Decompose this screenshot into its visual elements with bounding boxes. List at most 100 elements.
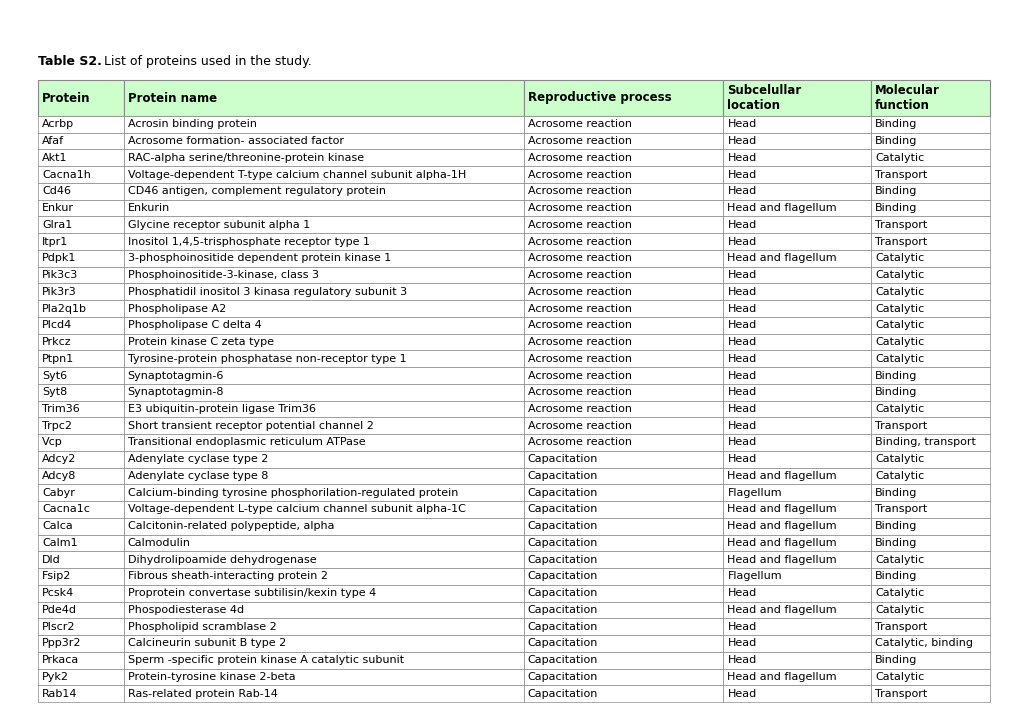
Text: Acrosome reaction: Acrosome reaction: [527, 170, 631, 179]
Text: Phospholipid scramblase 2: Phospholipid scramblase 2: [127, 621, 276, 631]
Text: Glra1: Glra1: [42, 220, 72, 230]
Text: Head: Head: [727, 120, 756, 130]
Text: Capacitation: Capacitation: [527, 454, 597, 464]
Text: CD46 antigen, complement regulatory protein: CD46 antigen, complement regulatory prot…: [127, 186, 385, 197]
Bar: [123, 199, 523, 217]
Bar: [38, 552, 123, 568]
Text: Binding: Binding: [874, 371, 916, 380]
Bar: [123, 150, 523, 166]
Bar: [523, 467, 722, 485]
Text: Acrbp: Acrbp: [42, 120, 74, 130]
Bar: [123, 585, 523, 601]
Text: Binding, transport: Binding, transport: [874, 438, 975, 448]
Text: Catalytic: Catalytic: [874, 337, 923, 347]
Bar: [123, 485, 523, 501]
Bar: [123, 317, 523, 333]
Text: Acrosin binding protein: Acrosin binding protein: [127, 120, 257, 130]
Text: Calm1: Calm1: [42, 538, 77, 548]
Bar: [123, 434, 523, 451]
Text: 3-phosphoinositide dependent protein kinase 1: 3-phosphoinositide dependent protein kin…: [127, 253, 390, 264]
Text: Head: Head: [727, 337, 756, 347]
Bar: [870, 418, 989, 434]
Text: Pla2q1b: Pla2q1b: [42, 304, 87, 313]
Text: Transport: Transport: [874, 220, 926, 230]
Text: Transport: Transport: [874, 420, 926, 431]
Bar: [123, 668, 523, 685]
Text: Voltage-dependent L-type calcium channel subunit alpha-1C: Voltage-dependent L-type calcium channel…: [127, 505, 465, 515]
Text: Pcsk4: Pcsk4: [42, 588, 74, 598]
Bar: [870, 501, 989, 518]
Bar: [722, 300, 870, 317]
Bar: [523, 618, 722, 635]
Text: Catalytic, binding: Catalytic, binding: [874, 639, 972, 649]
Text: Binding: Binding: [874, 186, 916, 197]
Text: Transitional endoplasmic reticulum ATPase: Transitional endoplasmic reticulum ATPas…: [127, 438, 365, 448]
Text: Capacitation: Capacitation: [527, 588, 597, 598]
Text: Afaf: Afaf: [42, 136, 64, 146]
Text: Head and flagellum: Head and flagellum: [727, 471, 837, 481]
Bar: [38, 668, 123, 685]
Text: Head: Head: [727, 371, 756, 380]
Bar: [38, 284, 123, 300]
Bar: [722, 451, 870, 467]
Bar: [870, 518, 989, 534]
Text: Head: Head: [727, 304, 756, 313]
Bar: [870, 266, 989, 284]
Bar: [722, 250, 870, 266]
Bar: [38, 250, 123, 266]
Bar: [123, 451, 523, 467]
Text: E3 ubiquitin-protein ligase Trim36: E3 ubiquitin-protein ligase Trim36: [127, 404, 315, 414]
Text: Tyrosine-protein phosphatase non-receptor type 1: Tyrosine-protein phosphatase non-recepto…: [127, 354, 406, 364]
Bar: [38, 618, 123, 635]
Bar: [722, 233, 870, 250]
Text: Enkur: Enkur: [42, 203, 74, 213]
Text: Phospholipase C delta 4: Phospholipase C delta 4: [127, 320, 261, 330]
Bar: [523, 351, 722, 367]
Text: Capacitation: Capacitation: [527, 655, 597, 665]
Text: Proprotein convertase subtilisin/kexin type 4: Proprotein convertase subtilisin/kexin t…: [127, 588, 376, 598]
Text: Acrosome reaction: Acrosome reaction: [527, 237, 631, 246]
Bar: [870, 132, 989, 150]
Text: Flagellum: Flagellum: [727, 487, 782, 498]
Bar: [523, 451, 722, 467]
Text: Head: Head: [727, 420, 756, 431]
Text: Acrosome formation- associated factor: Acrosome formation- associated factor: [127, 136, 343, 146]
Text: Vcp: Vcp: [42, 438, 63, 448]
Bar: [38, 233, 123, 250]
Bar: [38, 300, 123, 317]
Bar: [870, 284, 989, 300]
Bar: [722, 485, 870, 501]
Text: Transport: Transport: [874, 170, 926, 179]
Text: Calcitonin-related polypeptide, alpha: Calcitonin-related polypeptide, alpha: [127, 521, 334, 531]
Bar: [722, 635, 870, 652]
Bar: [722, 501, 870, 518]
Bar: [38, 451, 123, 467]
Text: Flagellum: Flagellum: [727, 572, 782, 582]
Text: Head: Head: [727, 270, 756, 280]
Text: Catalytic: Catalytic: [874, 304, 923, 313]
Bar: [722, 183, 870, 199]
Bar: [870, 217, 989, 233]
Bar: [38, 434, 123, 451]
Bar: [870, 668, 989, 685]
Bar: [523, 233, 722, 250]
Bar: [38, 150, 123, 166]
Bar: [870, 451, 989, 467]
Text: Acrosome reaction: Acrosome reaction: [527, 120, 631, 130]
Text: location: location: [727, 99, 780, 112]
Bar: [123, 518, 523, 534]
Bar: [523, 685, 722, 702]
Text: Head: Head: [727, 354, 756, 364]
Bar: [523, 300, 722, 317]
Bar: [123, 601, 523, 618]
Bar: [38, 485, 123, 501]
Bar: [870, 534, 989, 552]
Bar: [523, 317, 722, 333]
Bar: [523, 518, 722, 534]
Bar: [870, 384, 989, 400]
Text: Adcy2: Adcy2: [42, 454, 76, 464]
Text: Head: Head: [727, 655, 756, 665]
Bar: [870, 601, 989, 618]
Text: Head: Head: [727, 621, 756, 631]
Text: Catalytic: Catalytic: [874, 320, 923, 330]
